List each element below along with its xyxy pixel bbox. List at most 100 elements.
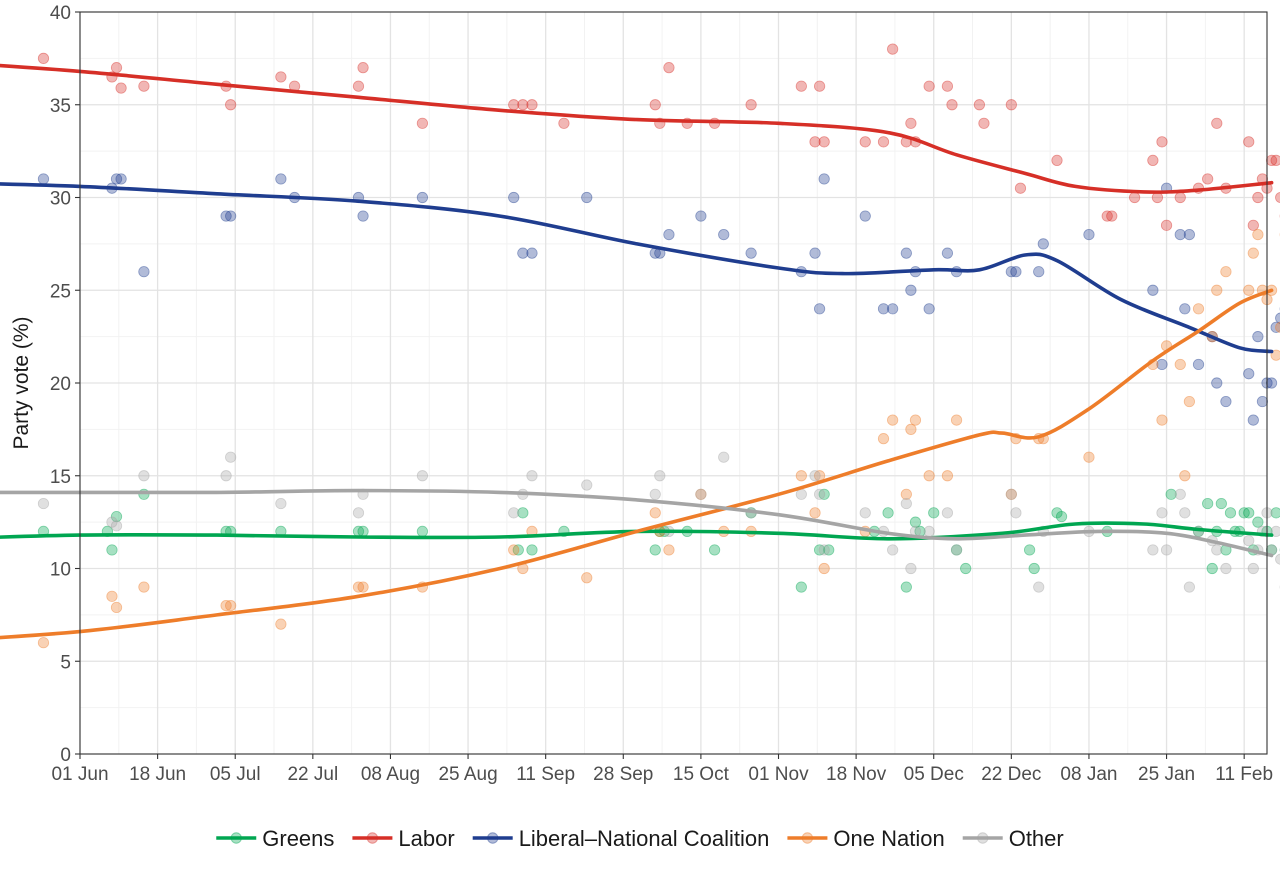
poll-point (1220, 395, 1232, 408)
poll-point (138, 266, 150, 278)
y-axis: 0 5 10 15 20 25 30 35 40 (50, 3, 80, 766)
poll-point (526, 544, 538, 556)
poll-point (695, 488, 707, 500)
poll-point (37, 173, 50, 185)
poll-point (1083, 451, 1095, 463)
legend-item: Liberal–National Coalition (472, 826, 770, 851)
poll-point (887, 43, 899, 55)
poll-point (1024, 544, 1036, 556)
poll-point (1005, 266, 1017, 278)
poll-point (813, 488, 826, 500)
poll-point (1051, 507, 1063, 519)
poll-point (877, 136, 890, 148)
poll-point (1275, 321, 1280, 333)
poll-point (900, 497, 912, 510)
poll-point (695, 210, 707, 222)
poll-point (1179, 507, 1191, 519)
poll-point (275, 497, 287, 510)
poll-point (708, 544, 721, 556)
poll-point (1270, 507, 1280, 519)
poll-point (1005, 488, 1017, 500)
x-tick-label: 08 Aug (361, 764, 420, 785)
poll-point (115, 82, 127, 94)
poll-point (1174, 488, 1186, 500)
poll-point (1192, 303, 1205, 315)
poll-point (941, 507, 954, 519)
poll-point (357, 581, 369, 593)
legend-label: Greens (262, 826, 334, 851)
poll-point (1252, 229, 1264, 241)
poll-point (813, 544, 826, 556)
legend-label: Labor (398, 826, 454, 851)
x-tick-label: 25 Aug (438, 764, 497, 785)
legend-item: One Nation (787, 826, 945, 851)
poll-point (941, 80, 954, 92)
poll-point (859, 136, 871, 148)
poll-point (1010, 507, 1022, 519)
poll-point (1192, 358, 1205, 371)
poll-point (900, 488, 912, 500)
poll-point (905, 562, 917, 575)
grid-lines (79, 11, 1267, 755)
poll-point (818, 136, 830, 148)
poll-point (745, 99, 757, 111)
legend-label: Liberal–National Coalition (519, 826, 770, 851)
poll-point (1160, 544, 1173, 556)
poll-point (1129, 191, 1141, 204)
poll-point (1147, 284, 1159, 296)
poll-point (718, 229, 730, 241)
poll-point (1033, 581, 1045, 593)
x-tick-label: 28 Sep (593, 764, 653, 785)
poll-point (416, 191, 429, 204)
poll-point (923, 525, 935, 538)
poll-point (960, 562, 972, 575)
x-tick-label: 01 Nov (748, 764, 809, 785)
poll-point (1270, 154, 1280, 166)
poll-point (1206, 562, 1218, 575)
x-tick-label: 05 Jul (210, 764, 261, 785)
poll-point (905, 117, 917, 129)
poll-point (1183, 581, 1195, 593)
poll-point (859, 507, 871, 519)
poll-point (1014, 182, 1027, 194)
poll-point (887, 414, 899, 426)
poll-point (275, 173, 287, 185)
poll-point (517, 507, 529, 519)
x-tick-label: 22 Jul (287, 764, 338, 785)
poll-point (859, 210, 871, 222)
poll-point (809, 470, 821, 482)
y-tick-label: 20 (50, 374, 71, 395)
poll-point (882, 507, 894, 519)
poll-point (1033, 266, 1045, 278)
y-tick-label: 5 (60, 652, 71, 673)
poll-point (220, 470, 232, 482)
poll-point (110, 520, 123, 532)
poll-point (1275, 191, 1280, 204)
poll-point (1270, 525, 1280, 537)
poll-point (138, 581, 150, 593)
poll-point (1247, 219, 1259, 231)
poll-point (718, 451, 730, 463)
poll-point (220, 599, 232, 612)
poll-point (818, 544, 830, 556)
poll-point (1179, 470, 1191, 482)
poll-point (905, 284, 917, 296)
poll-point (1265, 154, 1278, 166)
poll-point (357, 62, 369, 74)
poll-point (1165, 488, 1177, 500)
y-tick-label: 0 (60, 745, 71, 766)
poll-point (1220, 266, 1232, 278)
poll-point (1156, 414, 1168, 426)
poll-point (1252, 191, 1264, 204)
poll-point (106, 516, 118, 528)
poll-point (225, 99, 237, 111)
trend-line (0, 488, 1274, 558)
poll-point (110, 173, 123, 185)
poll-point (1243, 284, 1255, 296)
legend: Greens Labor Liberal–National Coalition One… (216, 826, 1064, 851)
poll-point (1160, 219, 1173, 231)
poll-point (813, 80, 826, 92)
y-tick-label: 40 (50, 3, 71, 24)
x-tick-label: 15 Oct (673, 764, 730, 785)
poll-point (37, 637, 50, 649)
